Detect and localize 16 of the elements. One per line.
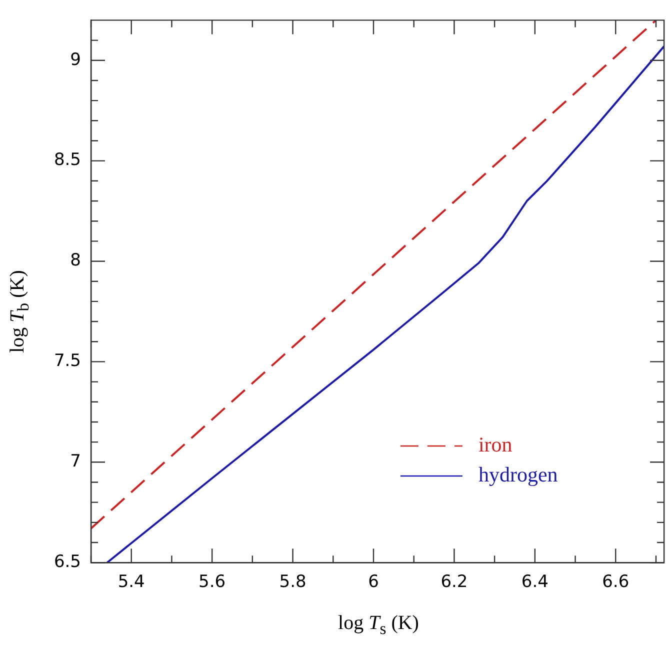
x-tick-label: 6.6 [602, 572, 630, 592]
x-axis-title: log T$_{s}$ (K) [337, 612, 420, 639]
legend-label: iron [478, 432, 513, 456]
legend-label: hydrogen [478, 462, 558, 486]
y-tick-label: 8 [70, 250, 81, 271]
x-tick-label: 5.4 [118, 572, 145, 592]
x-tick-label: 5.8 [279, 572, 306, 592]
y-tick-label: 7.5 [54, 351, 81, 372]
y-tick-label: 8.5 [54, 150, 81, 170]
y-tick-label: 7 [70, 452, 81, 472]
x-tick-label: 6.2 [440, 572, 468, 592]
x-tick-label: 5.6 [198, 572, 226, 592]
x-tick-label: 6 [368, 572, 379, 592]
y-tick-label: 6.5 [54, 552, 81, 572]
x-tick-label: 6.4 [521, 572, 548, 592]
y-tick-label: 9 [70, 50, 81, 70]
